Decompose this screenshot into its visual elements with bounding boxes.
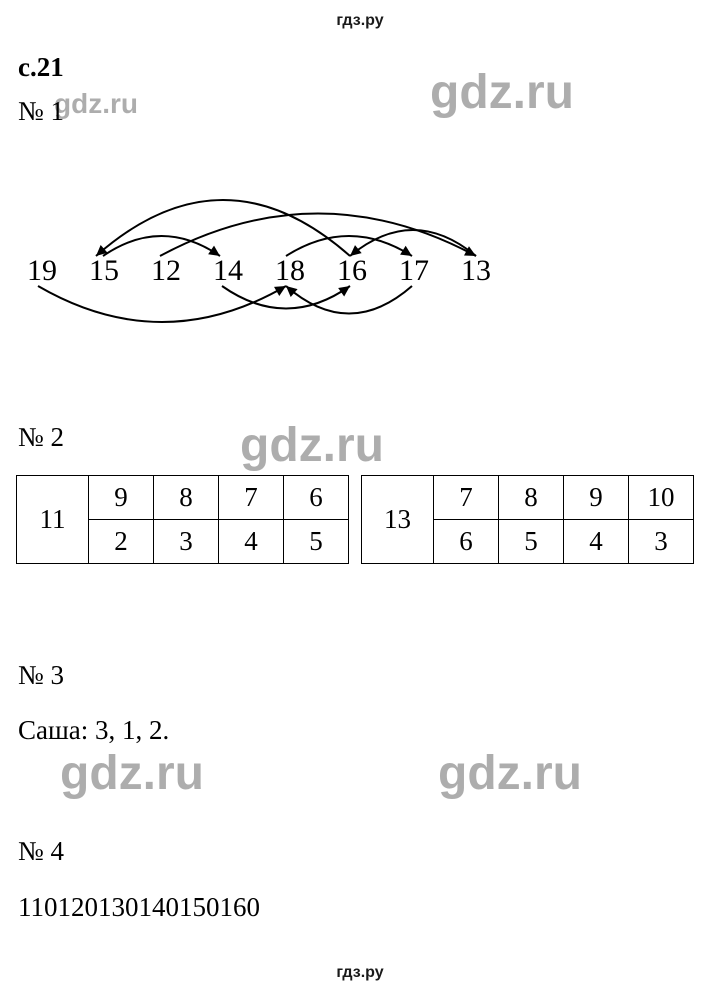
- table-b: 13 7 8 9 10 6 5 4 3: [361, 475, 694, 564]
- exercise-1-arrows: [0, 110, 720, 370]
- page-label: с.21: [18, 52, 64, 83]
- exercise-2-tables: 11 9 8 7 6 2 3 4 5 13 7 8 9 10 6: [16, 475, 694, 564]
- table-a-head: 11: [17, 476, 89, 564]
- exercise-4-label: № 4: [18, 836, 64, 867]
- table-cell: 4: [564, 520, 629, 564]
- exercise-3-label: № 3: [18, 660, 64, 691]
- table-cell: 8: [154, 476, 219, 520]
- table-cell: 5: [284, 520, 349, 564]
- table-cell: 9: [564, 476, 629, 520]
- table-cell: 3: [629, 520, 694, 564]
- table-cell: 4: [219, 520, 284, 564]
- site-footer: гдз.ру: [0, 964, 720, 982]
- watermark: gdz.ru: [240, 418, 384, 473]
- table-cell: 6: [284, 476, 349, 520]
- table-a: 11 9 8 7 6 2 3 4 5: [16, 475, 349, 564]
- exercise-3-text: Саша: 3, 1, 2.: [18, 715, 169, 746]
- exercise-2-label: № 2: [18, 422, 64, 453]
- table-cell: 8: [499, 476, 564, 520]
- table-cell: 7: [219, 476, 284, 520]
- exercise-4-text: 110120130140150160: [18, 892, 260, 923]
- table-cell: 3: [154, 520, 219, 564]
- table-cell: 2: [89, 520, 154, 564]
- table-b-head: 13: [362, 476, 434, 564]
- table-cell: 5: [499, 520, 564, 564]
- watermark: gdz.ru: [438, 746, 582, 801]
- table-cell: 7: [434, 476, 499, 520]
- page-root: гдз.ру гдз.ру gdz.ru gdz.ru gdz.ru gdz.r…: [0, 0, 720, 990]
- watermark: gdz.ru: [60, 746, 204, 801]
- table-cell: 9: [89, 476, 154, 520]
- site-header: гдз.ру: [0, 12, 720, 30]
- table-cell: 10: [629, 476, 694, 520]
- table-cell: 6: [434, 520, 499, 564]
